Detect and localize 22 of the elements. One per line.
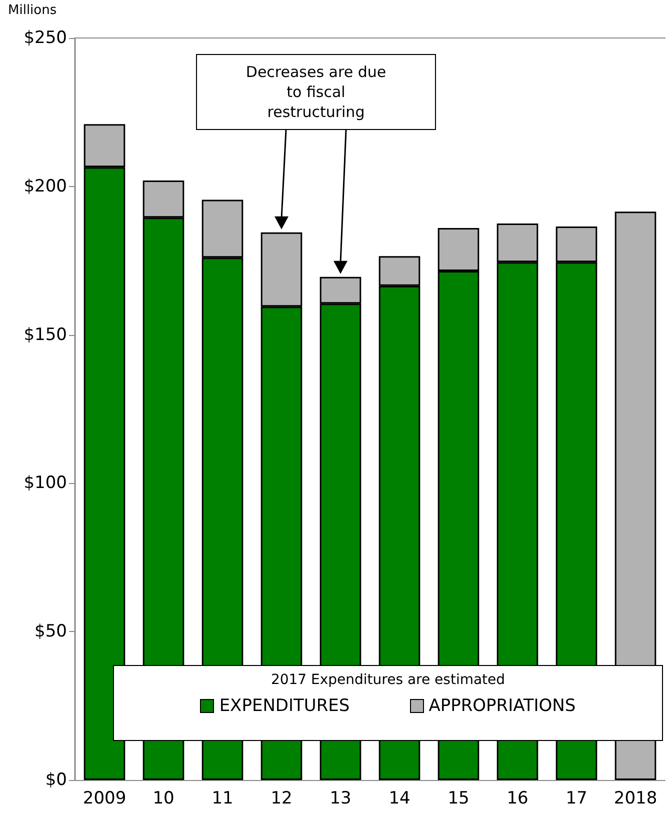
y-tick-label: $50 (34, 622, 67, 642)
x-tick-label: 14 (388, 788, 410, 808)
x-tick-label: 12 (270, 788, 292, 808)
y-tick-label: $100 (24, 473, 67, 494)
annotation: Decreases are due to fiscal restructuring (244, 62, 388, 122)
y-axis-title: Millions (8, 3, 57, 18)
x-tick-label: 15 (448, 788, 470, 808)
y-tick-label: $200 (24, 176, 67, 196)
legend-title: 2017 Expenditures are estimated (270, 672, 506, 688)
y-tick-label: $150 (24, 324, 67, 345)
x-tick-label: 11 (212, 788, 234, 808)
y-tick-label: $0 (45, 770, 67, 790)
note-box: Decreases are due to fiscal restructuring (196, 54, 436, 130)
x-tick-label: 2018 (614, 788, 658, 808)
x-tick-label: 17 (566, 788, 588, 808)
x-tick-label: 10 (152, 788, 174, 808)
y-tick-label: $250 (24, 28, 67, 48)
x-tick-label: 16 (506, 788, 528, 808)
legend-label: EXPENDITURES (219, 696, 350, 716)
x-tick-label: 2009 (82, 788, 126, 808)
legend-label: APPROPRIATIONS (428, 696, 576, 716)
x-tick-label: 13 (330, 788, 352, 808)
